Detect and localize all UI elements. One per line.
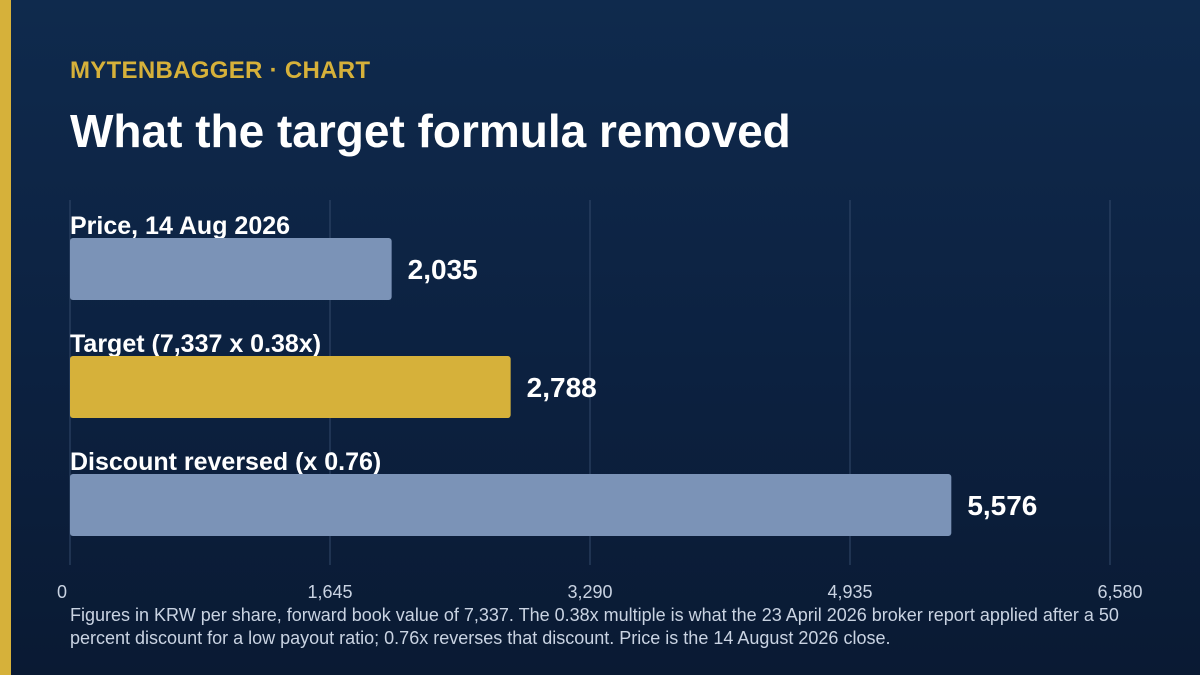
x-tick-label: 6,580 [1097,582,1142,602]
category-label: Price, 14 Aug 2026 [70,212,290,240]
category-label: Target (7,337 x 0.38x) [70,330,321,358]
x-tick-label: 4,935 [827,582,872,602]
value-label: 2,788 [527,372,597,403]
bar [70,356,511,418]
accent-bar [0,0,11,675]
value-label: 2,035 [408,254,478,285]
chart-title: What the target formula removed [70,105,791,157]
brand-label: MYTENBAGGER · CHART [70,57,371,84]
bar [70,474,952,536]
x-tick-label: 3,290 [567,582,612,602]
bar [70,238,392,300]
category-label: Discount reversed (x 0.76) [70,448,381,476]
x-tick-label: 1,645 [307,582,352,602]
x-tick-label: 0 [57,582,67,602]
value-label: 5,576 [967,490,1037,521]
footnote: Figures in KRW per share, forward book v… [70,605,1119,648]
